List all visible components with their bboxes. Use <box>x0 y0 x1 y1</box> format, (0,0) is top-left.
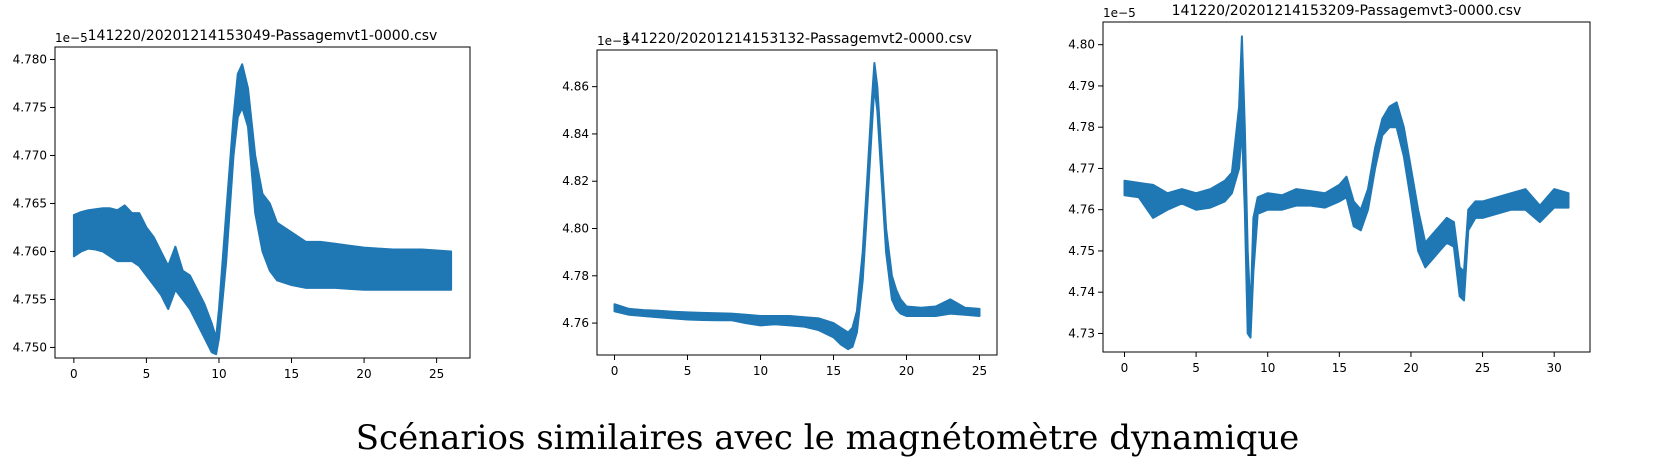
data-series-line <box>1123 35 1570 339</box>
y-tick-label: 4.76 <box>562 316 589 330</box>
y-tick-label: 4.765 <box>13 196 47 210</box>
y-tick-label: 4.775 <box>13 100 47 114</box>
figure: 0 5 10 15 20 254.7504.7554.7604.7654.7704.775… <box>13 3 1591 381</box>
y-offset-text: 1e−5 <box>597 34 630 48</box>
x-tick-label: 10 <box>1260 361 1275 375</box>
x-tick-label: 0 <box>1121 361 1129 375</box>
x-tick-label: 20 <box>899 364 914 378</box>
x-tick-label: 25 <box>429 367 444 381</box>
axes-frame <box>596 49 998 356</box>
x-tick-label: 20 <box>1403 361 1418 375</box>
chart-panel-1: 0 5 10 15 20 25 4.750 4.755 4.760 4.765 4.770 4.775… <box>13 28 471 381</box>
x-tick-label: 15 <box>1332 361 1347 375</box>
y-tick-label: 4.760 <box>13 244 47 258</box>
y-tick-label: 4.80 <box>562 222 589 236</box>
y-tick-label: 4.780 <box>13 52 47 66</box>
y-tick-label: 4.77 <box>1068 161 1095 175</box>
y-offset-text: 1e−5 <box>1103 6 1136 20</box>
x-tick-label: 25 <box>972 364 987 378</box>
x-tick-label: 0 <box>611 364 619 378</box>
y-tick-label: 4.84 <box>562 127 589 141</box>
y-tick-label: 4.75 <box>1068 244 1095 258</box>
x-tick-label: 20 <box>356 367 371 381</box>
y-tick-label: 4.82 <box>562 174 589 188</box>
x-tick-label: 0 <box>70 367 78 381</box>
y-tick-label: 4.770 <box>13 148 47 162</box>
data-series-line <box>72 63 453 356</box>
y-tick-label: 4.74 <box>1068 285 1095 299</box>
x-tick-label: 10 <box>211 367 226 381</box>
y-tick-label: 4.78 <box>562 269 589 283</box>
axes-frame <box>54 46 471 359</box>
y-offset-text: 1e−5 <box>55 31 88 45</box>
x-tick-label: 25 <box>1475 361 1490 375</box>
x-tick-label: 5 <box>143 367 151 381</box>
chart-title: 141220/20201214153049-Passagemvt1-0000.c… <box>88 28 438 44</box>
y-tick-label: 4.76 <box>1068 203 1095 217</box>
chart-title: 141220/20201214153132-Passagemvt2-0000.c… <box>622 31 972 47</box>
figure-caption: Scénarios similaires avec le magnétomètr… <box>355 418 1300 458</box>
chart-panel-2: 0 5 10 15 20 25 4.76 4.78 4.80 4.82 4.84 4.86 1e−514… <box>562 31 998 378</box>
x-tick-label: 10 <box>753 364 768 378</box>
y-tick-label: 4.79 <box>1068 79 1095 93</box>
x-tick-label: 15 <box>284 367 299 381</box>
y-tick-label: 4.86 <box>562 80 589 94</box>
y-tick-label: 4.80 <box>1068 38 1095 52</box>
x-tick-label: 30 <box>1547 361 1562 375</box>
data-series-line <box>613 62 981 351</box>
y-tick-label: 4.750 <box>13 340 47 354</box>
chart-panel-3: 0 5 10 15 20 25 30 4.73 4.74 4.75 4.76 4.77 4.78 4.79… <box>1068 3 1591 375</box>
x-tick-label: 5 <box>1192 361 1200 375</box>
axes-frame <box>1102 21 1591 353</box>
y-tick-label: 4.78 <box>1068 120 1095 134</box>
x-tick-label: 15 <box>826 364 841 378</box>
y-tick-label: 4.73 <box>1068 326 1095 340</box>
chart-title: 141220/20201214153209-Passagemvt3-0000.c… <box>1172 3 1522 19</box>
x-tick-label: 5 <box>684 364 692 378</box>
y-tick-label: 4.755 <box>13 292 47 306</box>
